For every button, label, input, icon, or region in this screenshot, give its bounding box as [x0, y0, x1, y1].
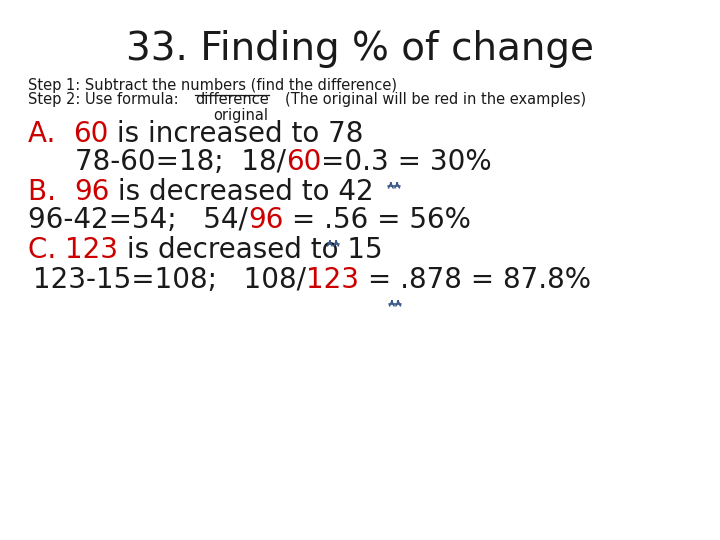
Text: 123: 123: [65, 236, 118, 264]
Text: (The original will be red in the examples): (The original will be red in the example…: [285, 92, 586, 107]
Text: 96: 96: [73, 178, 109, 206]
Text: is decreased to 42: is decreased to 42: [109, 178, 374, 206]
Text: 33. Finding % of change: 33. Finding % of change: [126, 30, 594, 68]
Text: 96: 96: [248, 206, 283, 234]
Text: 123-15=108;   108/: 123-15=108; 108/: [33, 266, 306, 294]
Text: Step 1: Subtract the numbers (find the difference): Step 1: Subtract the numbers (find the d…: [28, 78, 397, 93]
Text: C.: C.: [28, 236, 65, 264]
Text: is increased to 78: is increased to 78: [109, 120, 364, 148]
Text: =0.3 = 30%: =0.3 = 30%: [321, 148, 492, 176]
Text: 123: 123: [306, 266, 359, 294]
Text: difference: difference: [195, 92, 269, 107]
Text: original: original: [213, 108, 268, 123]
Text: B.: B.: [28, 178, 73, 206]
Text: is decreased to 15: is decreased to 15: [118, 236, 383, 264]
Text: Step 2: Use formula:: Step 2: Use formula:: [28, 92, 179, 107]
Text: 78-60=18;  18/: 78-60=18; 18/: [75, 148, 286, 176]
Text: = .878 = 87.8%: = .878 = 87.8%: [359, 266, 591, 294]
Text: 96-42=54;   54/: 96-42=54; 54/: [28, 206, 248, 234]
Text: 60: 60: [286, 148, 321, 176]
Text: 60: 60: [73, 120, 109, 148]
Text: = .56 = 56%: = .56 = 56%: [283, 206, 471, 234]
Text: A.: A.: [28, 120, 73, 148]
